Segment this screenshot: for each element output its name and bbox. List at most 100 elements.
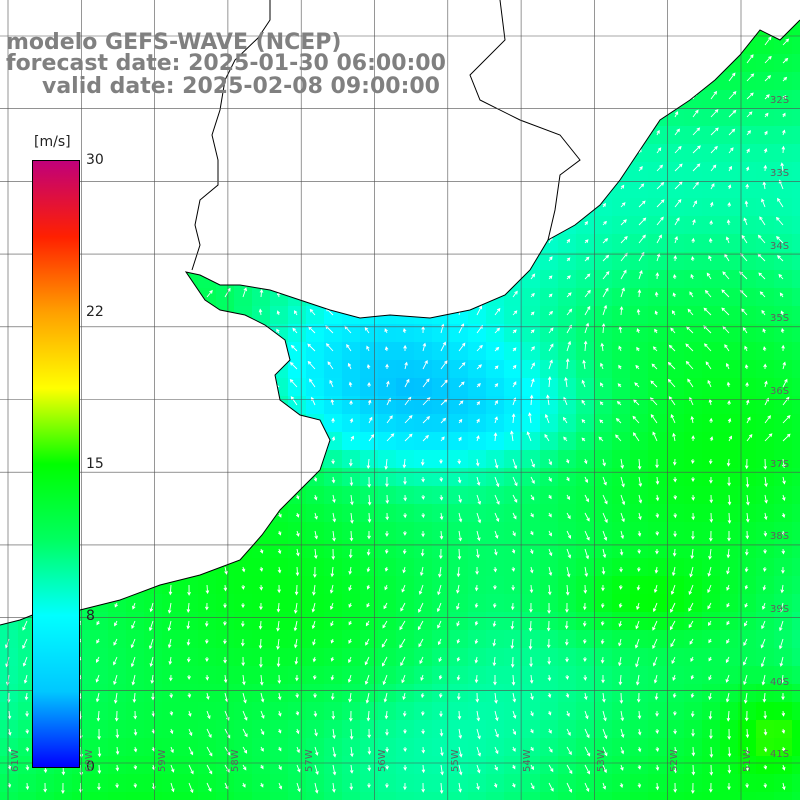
wind-arrow <box>779 656 784 667</box>
wind-arrow <box>167 602 172 614</box>
wind-cell <box>414 504 433 523</box>
wind-cell <box>342 648 361 667</box>
wind-cell <box>450 396 469 415</box>
wind-arrow <box>439 512 444 521</box>
wind-arrow <box>761 309 766 316</box>
wind-cell <box>360 612 379 631</box>
wind-arrow <box>420 548 425 557</box>
wind-cell <box>576 792 595 800</box>
wind-arrow <box>312 656 317 663</box>
wind-cell <box>198 792 217 800</box>
wind-arrow <box>458 362 466 370</box>
wind-arrow <box>709 417 713 424</box>
wind-arrow <box>618 364 622 370</box>
wind-arrow <box>349 728 354 740</box>
wind-cell <box>432 360 451 379</box>
wind-arrow <box>763 728 768 736</box>
wind-cell <box>630 648 649 667</box>
wind-cell <box>594 378 613 397</box>
wind-arrow <box>296 548 300 557</box>
wind-arrow <box>456 656 461 662</box>
wind-arrow <box>458 400 464 406</box>
wind-cell <box>792 324 800 343</box>
wind-arrow <box>763 710 768 720</box>
wind-arrow <box>654 291 659 298</box>
colorbar-tick-30: 30 <box>86 152 104 168</box>
wind-cell <box>738 216 757 235</box>
wind-arrow <box>601 323 606 334</box>
wind-arrow <box>581 379 586 388</box>
wind-arrow <box>402 710 407 717</box>
wind-cell <box>756 378 775 397</box>
wind-cell <box>360 576 379 595</box>
wind-cell <box>432 702 451 721</box>
wind-arrow <box>709 746 714 758</box>
wind-cell <box>756 342 775 361</box>
wind-arrow <box>581 399 586 406</box>
wind-arrow <box>278 728 282 734</box>
wind-cell <box>522 342 541 361</box>
wind-cell <box>774 360 793 379</box>
wind-cell <box>702 432 721 451</box>
wind-arrow <box>115 764 120 772</box>
wind-arrow <box>277 548 282 555</box>
wind-arrow <box>547 656 551 665</box>
wind-arrow <box>404 433 413 442</box>
wind-arrow <box>746 494 750 506</box>
wind-cell <box>414 720 433 739</box>
wind-cell <box>594 216 613 235</box>
wind-cell <box>702 108 721 127</box>
wind-cell <box>576 648 595 667</box>
wind-cell <box>648 288 667 307</box>
wind-arrow <box>602 304 608 316</box>
wind-arrow <box>494 710 499 722</box>
wind-cell <box>702 522 721 541</box>
wind-arrow <box>728 128 736 136</box>
wind-cell <box>594 288 613 307</box>
wind-cell <box>684 774 703 793</box>
wind-cell <box>216 288 235 307</box>
wind-cell <box>468 630 487 649</box>
wind-arrow <box>314 746 319 756</box>
wind-cell <box>558 630 577 649</box>
wind-arrow <box>710 145 718 154</box>
wind-arrow <box>653 584 658 593</box>
wind-cell <box>414 738 433 757</box>
wind-cell <box>612 612 631 631</box>
wind-arrow <box>725 692 730 703</box>
wind-arrow <box>690 548 694 560</box>
wind-cell <box>630 630 649 649</box>
wind-cell <box>774 378 793 397</box>
wind-cell <box>396 630 415 649</box>
wind-arrow <box>584 494 589 503</box>
wind-arrow <box>688 620 694 629</box>
wind-arrow <box>330 620 334 627</box>
wind-arrow <box>721 307 730 316</box>
wind-cell <box>126 792 145 800</box>
wind-cell <box>360 648 379 667</box>
wind-arrow <box>582 638 587 645</box>
wind-cell <box>504 288 523 307</box>
wind-arrow <box>668 396 676 406</box>
wind-arrow <box>599 401 604 406</box>
wind-cell <box>612 576 631 595</box>
wind-cell <box>630 558 649 577</box>
wind-arrow <box>618 674 623 686</box>
wind-arrow <box>741 308 748 316</box>
wind-arrow <box>636 308 641 316</box>
wind-arrow <box>780 584 785 594</box>
wind-cell <box>162 594 181 613</box>
wind-arrow <box>779 638 784 650</box>
wind-arrow <box>546 638 551 649</box>
wind-arrow <box>332 494 336 504</box>
wind-arrow <box>381 638 388 648</box>
lon-label-55w: 55W <box>450 749 461 772</box>
wind-cell <box>450 432 469 451</box>
wind-arrow <box>583 458 588 465</box>
wind-cell <box>648 144 667 163</box>
wind-cell <box>648 432 667 451</box>
wind-arrow <box>205 656 209 663</box>
wind-cell <box>144 594 163 613</box>
wind-arrow <box>151 693 155 701</box>
wind-arrow <box>638 183 645 190</box>
